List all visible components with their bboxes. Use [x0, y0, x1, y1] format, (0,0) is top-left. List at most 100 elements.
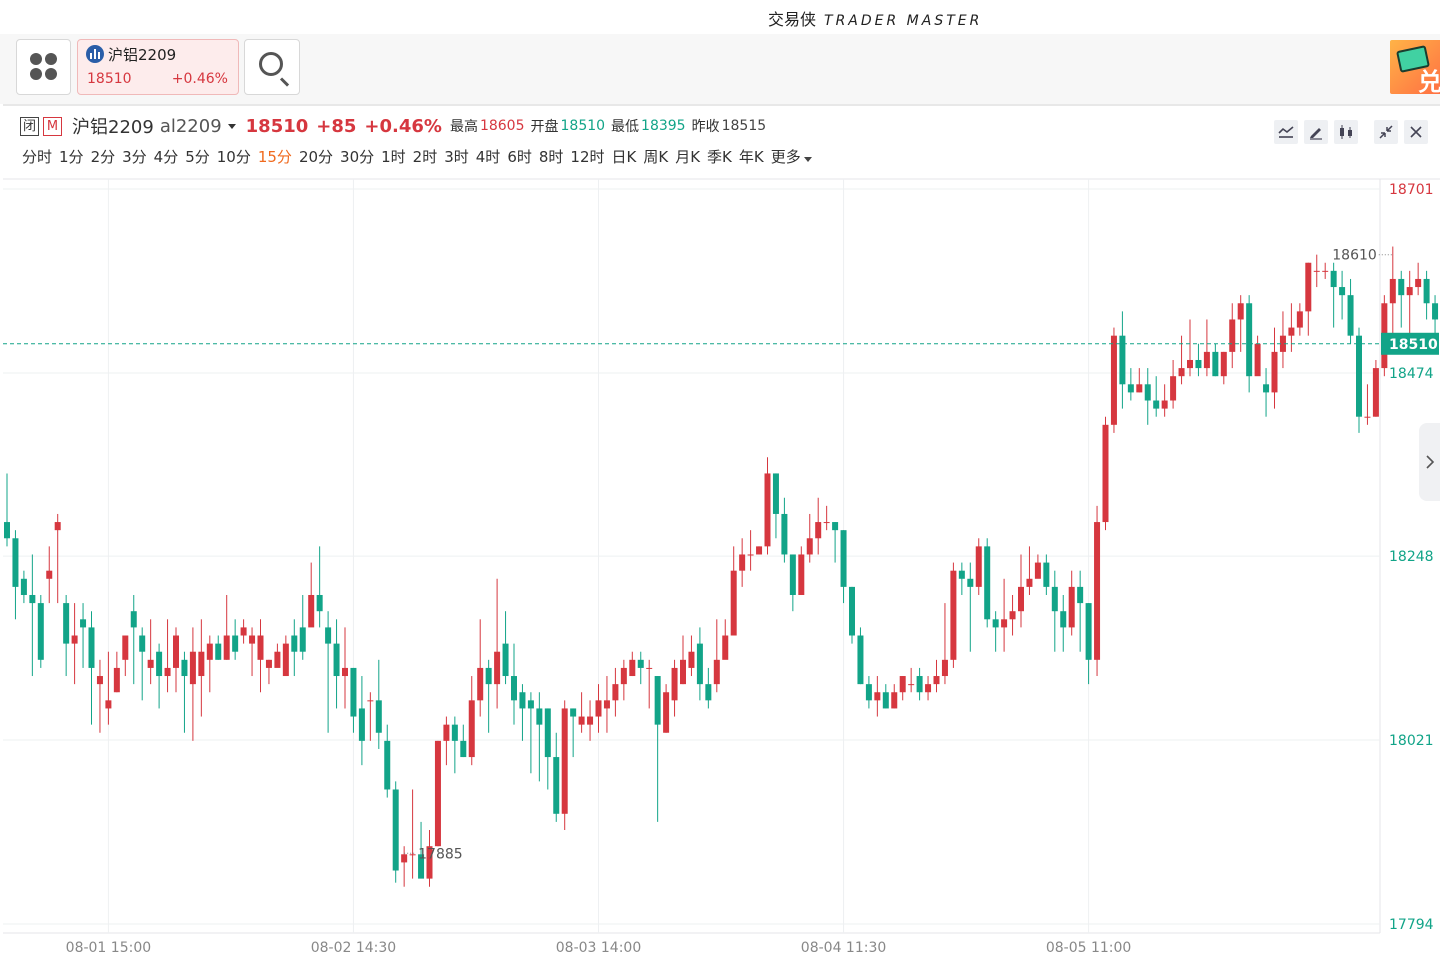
- candle-body: [316, 594, 323, 612]
- candle-body: [511, 676, 517, 701]
- candle-body: [654, 676, 661, 725]
- candle-body: [156, 651, 163, 677]
- toolbar: 沪铝2209 18510 +0.46% 兑: [0, 34, 1440, 104]
- candle-body: [215, 643, 222, 660]
- candle-body: [29, 594, 36, 604]
- period-tab-6[interactable]: 10分: [216, 148, 251, 166]
- candle-body: [722, 635, 729, 660]
- brand-logo: 交易侠 TRADER MASTER: [768, 6, 982, 30]
- candle-body: [384, 740, 391, 790]
- period-tab-10[interactable]: 1时: [381, 148, 406, 166]
- search-button[interactable]: [244, 39, 300, 95]
- symbol-dropdown-icon[interactable]: [227, 123, 236, 129]
- candle-body: [189, 651, 196, 685]
- candle-body: [240, 627, 247, 636]
- last-price-tag: 18510: [1389, 337, 1438, 353]
- period-tab-5[interactable]: 5分: [185, 148, 210, 166]
- apps-icon: [30, 53, 58, 81]
- candle-body: [4, 522, 10, 539]
- period-tab-19[interactable]: 月K: [675, 148, 701, 166]
- candle-body: [1187, 359, 1193, 369]
- chart-panel: 18701 18474 18248 18021 17794 08-01 15:00 08-0…: [3, 104, 1440, 961]
- candle-body: [468, 700, 475, 758]
- candle-body: [1060, 611, 1067, 628]
- candle-body: [1110, 335, 1117, 425]
- candle-type-icon: [1340, 125, 1352, 139]
- candle-body: [519, 692, 526, 709]
- period-tab-11[interactable]: 2时: [412, 148, 438, 166]
- high-value: 18605: [479, 118, 525, 134]
- candle-body: [434, 740, 441, 847]
- period-tab-8[interactable]: 20分: [298, 148, 334, 166]
- candle-body: [291, 635, 298, 652]
- indicator-button[interactable]: [1274, 120, 1298, 144]
- period-tab-4[interactable]: 4分: [153, 148, 179, 166]
- period-tab-2[interactable]: 2分: [90, 148, 116, 166]
- candle-body: [485, 667, 492, 685]
- draw-button[interactable]: [1304, 120, 1328, 144]
- x-tick-label: 08-03 14:00: [556, 940, 641, 956]
- candle-body: [494, 651, 501, 685]
- promo-banner[interactable]: 兑: [1390, 40, 1440, 94]
- chevron-right-icon: [1426, 455, 1435, 469]
- candle-body: [1372, 368, 1379, 417]
- candle-body: [865, 684, 872, 701]
- period-tab-15[interactable]: 8时: [538, 148, 564, 166]
- quote-card[interactable]: 沪铝2209 18510 +0.46%: [77, 39, 239, 95]
- period-tab-17[interactable]: 日K: [611, 148, 637, 166]
- kline-chart[interactable]: 18701 18474 18248 18021 17794 08-01 15:00 08-0…: [3, 106, 1440, 963]
- candle-body: [756, 546, 763, 555]
- candle-body: [265, 659, 272, 668]
- candle-body: [1001, 619, 1008, 628]
- candle-body: [147, 659, 154, 668]
- period-tab-7[interactable]: 15分: [257, 148, 292, 166]
- prev-close-value: 18515: [721, 118, 767, 134]
- period-tab-18[interactable]: 周K: [643, 148, 669, 166]
- candle-body: [1018, 586, 1024, 612]
- apps-button[interactable]: [16, 39, 71, 95]
- period-tab-14[interactable]: 6时: [507, 148, 532, 166]
- search-icon: [259, 52, 283, 76]
- candle-body: [1170, 376, 1177, 401]
- period-tab-13[interactable]: 4时: [475, 148, 501, 166]
- candle-body: [1254, 343, 1261, 377]
- x-tick-label: 08-02 14:30: [311, 940, 396, 956]
- candle-body: [587, 716, 594, 725]
- y-tick-label: 18248: [1389, 549, 1434, 565]
- close-button[interactable]: [1404, 120, 1428, 144]
- candle-body: [249, 635, 256, 644]
- period-tab-22[interactable]: 更多: [771, 148, 812, 166]
- candle-body: [663, 692, 670, 733]
- shrink-button[interactable]: [1374, 120, 1398, 144]
- period-tab-20[interactable]: 季K: [707, 148, 732, 166]
- period-tab-12[interactable]: 3时: [444, 148, 469, 166]
- candle-body: [1161, 400, 1168, 409]
- candle-body: [967, 578, 974, 587]
- candle-body: [63, 603, 70, 644]
- candle-body: [460, 740, 467, 758]
- period-tab-1[interactable]: 1分: [59, 148, 84, 166]
- period-tab-16[interactable]: 12时: [570, 148, 605, 166]
- candle-body: [1271, 351, 1278, 393]
- candle-body: [392, 789, 399, 871]
- symbol-name[interactable]: 沪铝2209: [72, 117, 154, 138]
- candle-body: [54, 522, 61, 531]
- candle-body: [1322, 270, 1329, 272]
- candle-body: [764, 473, 771, 547]
- x-tick-label: 08-05 11:00: [1046, 940, 1131, 956]
- side-panel-toggle[interactable]: [1419, 423, 1440, 501]
- open-label: 开盘: [530, 119, 559, 135]
- candle-body: [578, 716, 585, 725]
- candle-body: [1356, 335, 1362, 417]
- symbol-code[interactable]: al2209: [159, 115, 222, 137]
- candle-body: [181, 659, 188, 677]
- period-tab-0[interactable]: 分时: [22, 148, 53, 166]
- candle-body: [536, 708, 543, 725]
- candle-type-button[interactable]: [1334, 120, 1358, 144]
- candle-body: [620, 667, 627, 685]
- candle-body: [1296, 311, 1303, 328]
- period-tab-9[interactable]: 30分: [340, 148, 375, 166]
- period-tab-21[interactable]: 年K: [738, 148, 764, 166]
- period-tab-3[interactable]: 3分: [122, 148, 147, 166]
- candle-body: [88, 627, 95, 668]
